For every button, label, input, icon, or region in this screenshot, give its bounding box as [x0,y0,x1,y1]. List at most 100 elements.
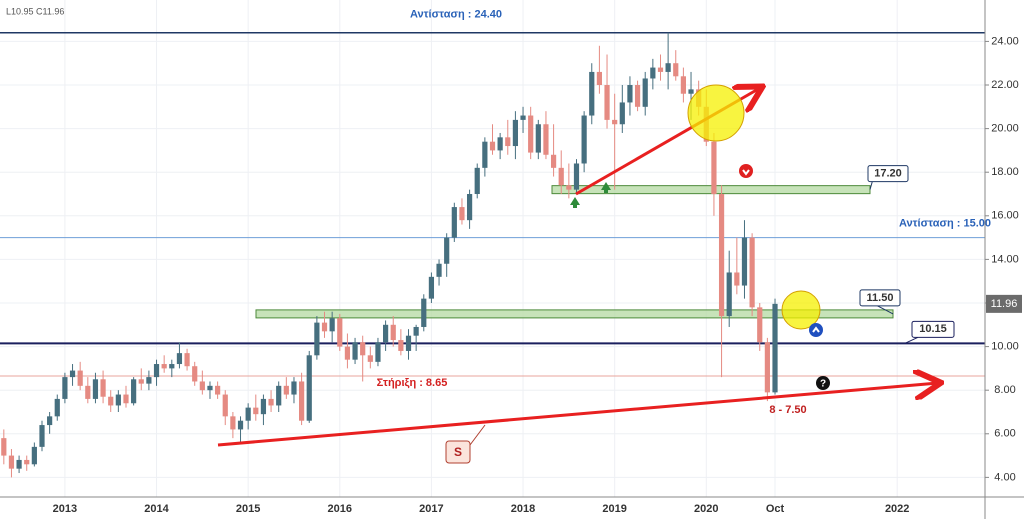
candle-body [215,385,221,395]
highlight-circle [687,84,745,142]
y-tick-label: 18.00 [991,166,1019,178]
candle-body [153,364,160,378]
candle-body [604,85,610,120]
down-icon [739,164,753,178]
levels: Αντίσταση : 24.40 Αντίσταση : 15.00 10.15 Σ… [0,9,991,389]
candle-body [344,346,351,360]
zone-label-box [859,289,901,307]
candle-body [390,324,396,341]
candle-body [337,318,343,347]
x-tick-label: 2015 [236,503,260,515]
candle-body [69,370,76,378]
candle-body [161,364,167,369]
candle-body [581,115,587,164]
candle-body [375,342,381,362]
candle-body [283,385,289,395]
candle-body [329,318,335,332]
candle-body [237,420,244,430]
question-mark: ? [820,379,826,390]
candle-body [749,237,755,308]
candle-body [253,407,259,415]
callout-text: S [454,445,462,459]
level-label: Στήριξη : 8.65 [377,377,448,389]
candle-body [505,137,511,147]
candles [1,32,778,478]
candle-body [383,324,389,343]
y-tick-label: 6.00 [994,428,1015,440]
candle-body [673,63,679,77]
candle-body [764,342,770,393]
candle-body [31,446,37,465]
candle-body [268,398,274,406]
x-tick-label: 2013 [53,503,77,515]
zone [551,185,871,195]
candle-body [207,385,213,391]
level-label-box [911,320,955,338]
candle-body [85,385,91,399]
up-icon [570,197,580,208]
y-tick-label: 8.00 [994,384,1015,396]
level-label: Αντίσταση : 15.00 [899,218,991,230]
candle-body [535,124,541,153]
x-tick-label: 2016 [328,503,352,515]
candle-body [421,298,427,327]
zone-label: 17.20 [874,168,902,180]
level-connector [904,336,919,344]
last-price-box [986,294,1022,313]
candle-body [482,141,488,168]
candle-body [642,78,648,107]
candle-body [8,455,15,469]
candle-body [306,355,312,421]
candle-body [474,167,480,195]
candle-body [176,353,183,365]
candle-body [367,355,373,362]
candle-body [1,438,7,456]
zone-label-box [867,165,909,183]
question-icon [816,376,830,390]
candle-body [169,364,175,369]
candle-body [39,425,45,447]
candle-body [54,398,60,417]
candle-body [589,71,595,116]
zones: 17.20 11.50 [255,165,909,319]
x-tick-label: 2014 [144,503,169,515]
candle-body [352,342,358,360]
candle-body [16,459,22,469]
ohlc-header: L10.95 C11.96 [6,6,64,16]
candle-body [108,396,114,406]
y-tick-label: 20.00 [991,123,1019,135]
candle-body [512,119,519,147]
x-tick-label: 2020 [694,503,718,515]
level-label: 10.15 [919,323,947,335]
candle-body [62,377,68,399]
candle-body [260,398,267,415]
candle-body [245,407,251,421]
down-icon-arrow [742,169,750,176]
x-tick-label: 2017 [419,503,443,515]
candle-body [757,307,763,343]
y-tick-label: 14.00 [991,253,1019,265]
y-tick-label: 10.00 [991,340,1019,352]
candle-body [100,379,106,397]
candle-body [741,237,748,286]
candle-body [123,394,129,404]
candle-body [199,381,205,391]
candle-body [772,303,778,393]
candle-body [650,67,656,79]
candle-body [680,76,686,94]
candle-body [92,379,99,399]
candle-body [47,416,53,426]
candle-body [398,340,404,351]
candle-body [627,85,633,103]
highlight-circle [781,290,821,330]
candle-body [665,63,671,72]
candle-body [459,207,465,221]
candle-body [688,89,694,94]
callout-connector [469,424,486,446]
x-tick-label: 2019 [602,503,626,515]
last-price-label: 11.96 [991,298,1018,310]
candle-body [657,67,664,72]
grid [0,0,985,497]
candle-body [299,381,305,421]
y-tick-label: 16.00 [991,210,1019,222]
